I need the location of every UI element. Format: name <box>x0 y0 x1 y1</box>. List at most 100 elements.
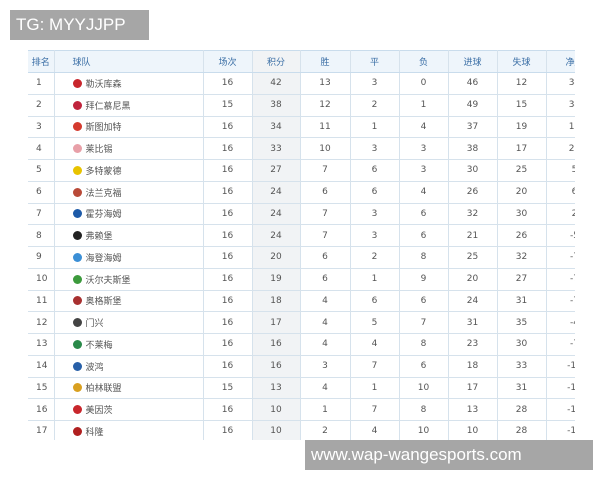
cell-team: 法兰克福 <box>54 181 204 204</box>
cell-goals-against: 17 <box>497 137 547 160</box>
cell-wins: 12 <box>300 94 351 117</box>
cell-draws: 2 <box>350 246 400 269</box>
header-rank[interactable]: 排名 <box>28 50 55 73</box>
cell-goals-for: 10 <box>448 420 498 440</box>
cell-goal-diff: -7 <box>546 268 575 291</box>
table-row[interactable]: 1 勒沃库森 16421330461234 <box>28 72 575 95</box>
cell-draws: 3 <box>350 137 400 160</box>
team-name[interactable]: 霍芬海姆 <box>85 210 122 221</box>
header-goals-against[interactable]: 失球 <box>497 50 547 73</box>
cell-goal-diff: 2 <box>546 203 575 226</box>
cell-points: 19 <box>252 268 301 291</box>
cell-team: 勒沃库森 <box>54 72 204 95</box>
team-name[interactable]: 弗赖堡 <box>85 232 113 243</box>
cell-goals-for: 24 <box>448 290 498 313</box>
cell-played: 16 <box>203 398 253 421</box>
header-draws[interactable]: 平 <box>350 50 400 73</box>
cell-goal-diff: -14 <box>546 377 575 400</box>
header-wins[interactable]: 胜 <box>300 50 351 73</box>
cell-draws: 4 <box>350 420 400 440</box>
table-row[interactable]: 7霍芬海姆162473632302 <box>28 203 575 226</box>
cell-goals-for: 21 <box>448 224 498 247</box>
cell-goals-for: 46 <box>448 72 498 95</box>
team-name[interactable]: 美因茨 <box>85 406 113 417</box>
header-team[interactable]: 球队 <box>54 50 204 73</box>
cell-points: 33 <box>252 137 301 160</box>
cell-wins: 1 <box>300 398 351 421</box>
cell-wins: 4 <box>300 377 351 400</box>
cell-points: 20 <box>252 246 301 269</box>
header-goals-for[interactable]: 进球 <box>448 50 498 73</box>
table-row[interactable]: 6法兰克福162466426206 <box>28 181 575 204</box>
cell-rank: 13 <box>28 333 55 356</box>
team-name[interactable]: 奥格斯堡 <box>85 297 122 308</box>
table-row[interactable]: 2拜仁慕尼黑15381221491534 <box>28 94 575 117</box>
team-name[interactable]: 莱比锡 <box>85 145 113 156</box>
cell-goals-for: 13 <box>448 398 498 421</box>
team-name[interactable]: 科隆 <box>85 427 104 438</box>
header-played[interactable]: 场次 <box>203 50 253 73</box>
table-row[interactable]: 3斯图加特16341114371918 <box>28 116 575 139</box>
cell-points: 27 <box>252 159 301 182</box>
cell-goal-diff: 18 <box>546 116 575 139</box>
cell-team: 多特蒙德 <box>54 159 204 182</box>
standings-table: 排名球队场次积分胜平负进球失球净胜 1勒沃库森164213304612342拜仁… <box>28 50 575 440</box>
cell-goals-for: 31 <box>448 311 498 334</box>
cell-rank: 6 <box>28 181 55 204</box>
cell-goal-diff: -4 <box>546 311 575 334</box>
cell-rank: 8 <box>28 224 55 247</box>
cell-wins: 6 <box>300 246 351 269</box>
header-points[interactable]: 积分 <box>252 50 301 73</box>
cell-goals-against: 28 <box>497 398 547 421</box>
cell-team: 莱比锡 <box>54 137 204 160</box>
team-name[interactable]: 海登海姆 <box>85 253 122 264</box>
team-logo-icon <box>72 383 82 393</box>
cell-draws: 6 <box>350 181 400 204</box>
team-name[interactable]: 拜仁慕尼黑 <box>85 101 131 112</box>
team-name[interactable]: 斯图加特 <box>85 123 122 134</box>
cell-goals-against: 30 <box>497 203 547 226</box>
cell-losses: 0 <box>399 72 449 95</box>
cell-goals-for: 23 <box>448 333 498 356</box>
cell-wins: 11 <box>300 116 351 139</box>
team-name[interactable]: 沃尔夫斯堡 <box>85 275 131 286</box>
header-goal-diff[interactable]: 净胜 <box>546 50 575 73</box>
team-name[interactable]: 不莱梅 <box>85 340 113 351</box>
team-logo-icon <box>72 100 82 110</box>
cell-draws: 6 <box>350 290 400 313</box>
cell-wins: 3 <box>300 355 351 378</box>
team-name[interactable]: 勒沃库森 <box>85 79 122 90</box>
cell-played: 16 <box>203 137 253 160</box>
header-losses[interactable]: 负 <box>399 50 449 73</box>
cell-losses: 7 <box>399 311 449 334</box>
cell-losses: 6 <box>399 203 449 226</box>
team-name[interactable]: 柏林联盟 <box>85 384 122 395</box>
cell-points: 17 <box>252 311 301 334</box>
team-name[interactable]: 多特蒙德 <box>85 166 122 177</box>
cell-goals-for: 26 <box>448 181 498 204</box>
team-logo-icon <box>72 231 82 241</box>
table-row[interactable]: 5多特蒙德162776330255 <box>28 159 575 182</box>
team-name[interactable]: 波鸿 <box>85 362 104 373</box>
cell-goal-diff: -7 <box>546 333 575 356</box>
cell-losses: 8 <box>399 246 449 269</box>
cell-wins: 7 <box>300 203 351 226</box>
team-logo-icon <box>72 144 82 154</box>
cell-draws: 3 <box>350 224 400 247</box>
cell-rank: 15 <box>28 377 55 400</box>
team-name[interactable]: 法兰克福 <box>85 188 122 199</box>
team-name[interactable]: 门兴 <box>85 319 104 330</box>
cell-team: 沃尔夫斯堡 <box>54 268 204 291</box>
table-row[interactable]: 4莱比锡16331033381721 <box>28 137 575 160</box>
cell-wins: 4 <box>300 290 351 313</box>
